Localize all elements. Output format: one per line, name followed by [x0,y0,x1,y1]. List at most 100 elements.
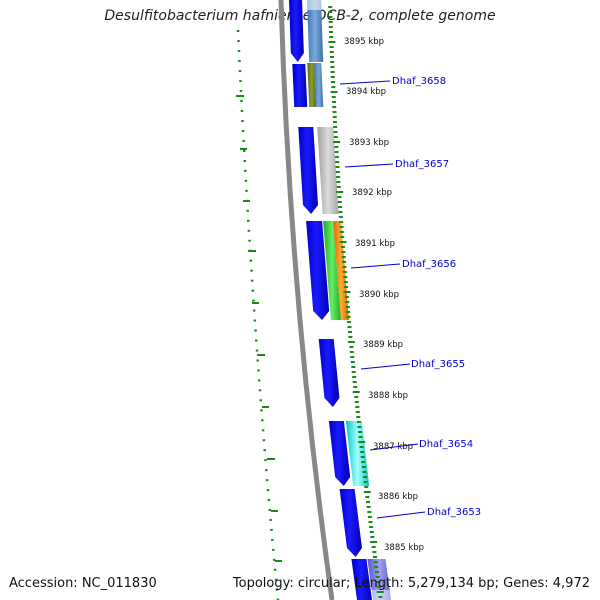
ruler-minor-tick [376,581,381,583]
kbp-label: 3885 kbp [384,543,424,553]
ruler-minor-tick [333,136,338,138]
ruler-minor-tick [345,301,350,303]
ruler-minor-tick [342,266,347,268]
cds-feature[interactable] [289,0,304,62]
gene-label-dhaf-3658[interactable]: Dhaf_3658 [392,76,446,87]
gene-label-dhaf-3656[interactable]: Dhaf_3656 [402,259,456,270]
cds-feature[interactable] [328,421,351,486]
gene-label-dhaf-3653[interactable]: Dhaf_3653 [427,507,481,518]
gc-skew-peak [271,510,278,512]
ruler-minor-tick [328,26,333,28]
ruler-minor-tick [342,261,347,263]
ruler-minor-tick [335,161,340,163]
feature-steel[interactable] [314,63,324,107]
gene-leader-line [344,163,394,168]
kbp-label: 3889 kbp [363,340,403,350]
ruler-minor-tick [370,536,375,538]
feature-green[interactable] [323,221,341,320]
ruler-major-tick [370,541,378,543]
cds-feature[interactable] [318,339,340,407]
gene-label-dhaf-3655[interactable]: Dhaf_3655 [411,359,465,370]
feature-highlight[interactable] [307,0,322,10]
ruler-minor-tick [364,486,369,488]
cds-feature[interactable] [339,489,362,557]
ruler-minor-tick [330,56,334,58]
gc-skew-peak [275,560,282,562]
ruler-minor-tick [349,351,354,353]
ruler-minor-tick [366,501,370,503]
feature-orange[interactable] [333,221,349,320]
ruler-minor-tick [371,546,376,548]
ruler-minor-tick [338,216,343,218]
feature-violet[interactable] [367,559,392,600]
ruler-major-tick [343,291,351,293]
feature-cyan[interactable] [345,421,370,486]
ruler-major-tick [376,591,384,593]
ruler-minor-tick [357,426,362,428]
ruler-minor-tick [336,176,341,178]
feature-steel[interactable] [307,0,324,62]
gene-leader-line [339,80,391,85]
gene-label-dhaf-3654[interactable]: Dhaf_3654 [419,439,473,450]
ruler-minor-tick [375,571,379,573]
ruler-minor-tick [347,321,352,323]
cds-feature[interactable] [298,127,319,214]
kbp-label: 3890 kbp [359,290,399,300]
ruler-minor-tick [377,586,382,588]
ruler-minor-tick [328,11,333,13]
gene-label-dhaf-3657[interactable]: Dhaf_3657 [395,159,449,170]
ruler-minor-tick [352,381,357,383]
ruler-minor-tick [361,461,366,463]
ruler-minor-tick [341,251,346,253]
ruler-minor-tick [332,101,336,103]
ruler-minor-tick [367,511,372,513]
ruler-minor-tick [359,446,364,448]
cds-feature[interactable] [306,221,330,320]
ruler-minor-tick [329,46,334,48]
genome-summary: Topology: circular; Length: 5,279,134 bp… [232,576,590,591]
ruler-minor-tick [335,166,340,168]
ruler-minor-tick [362,471,367,473]
ruler-minor-tick [339,226,344,228]
ruler-minor-tick [353,386,358,388]
ruler-minor-tick [346,311,351,313]
ruler-minor-tick [336,186,341,188]
ruler-minor-tick [354,401,359,403]
ruler-minor-tick [328,21,333,23]
feature-olive[interactable] [307,63,317,107]
ruler-minor-tick [329,36,334,38]
ruler-minor-tick [355,411,360,413]
ruler-minor-tick [368,521,373,523]
gc-skew-peak [262,406,269,408]
ruler-minor-tick [328,16,333,18]
ruler-minor-tick [334,146,339,148]
ruler-minor-tick [349,346,354,348]
accession-label: Accession: NC_011830 [9,576,157,591]
cds-feature[interactable] [351,559,373,600]
ruler-minor-tick [360,451,365,453]
ruler-minor-tick [367,516,372,518]
ruler-major-tick [363,491,371,493]
gc-skew-peak [236,95,244,97]
ruler-minor-tick [339,221,344,223]
feature-gray[interactable] [317,127,339,214]
gc-skew-peak [267,458,275,460]
ruler-minor-tick [348,336,353,338]
ruler-minor-tick [333,126,338,128]
ruler-minor-tick [369,531,374,533]
ruler-minor-tick [340,236,345,238]
ruler-minor-tick [330,66,335,68]
ruler-minor-tick [335,171,340,173]
gc-skew-peak [243,200,250,202]
ruler-minor-tick [378,596,383,598]
feature-highlight[interactable] [371,590,392,600]
cds-feature[interactable] [292,64,308,107]
kbp-label: 3895 kbp [344,37,384,47]
ruler-minor-tick [332,111,337,113]
ruler-minor-tick [345,306,350,308]
ruler-minor-tick [329,31,333,33]
kbp-label: 3893 kbp [349,138,389,148]
gene-leader-line [369,443,419,451]
ruler-minor-tick [374,566,379,568]
